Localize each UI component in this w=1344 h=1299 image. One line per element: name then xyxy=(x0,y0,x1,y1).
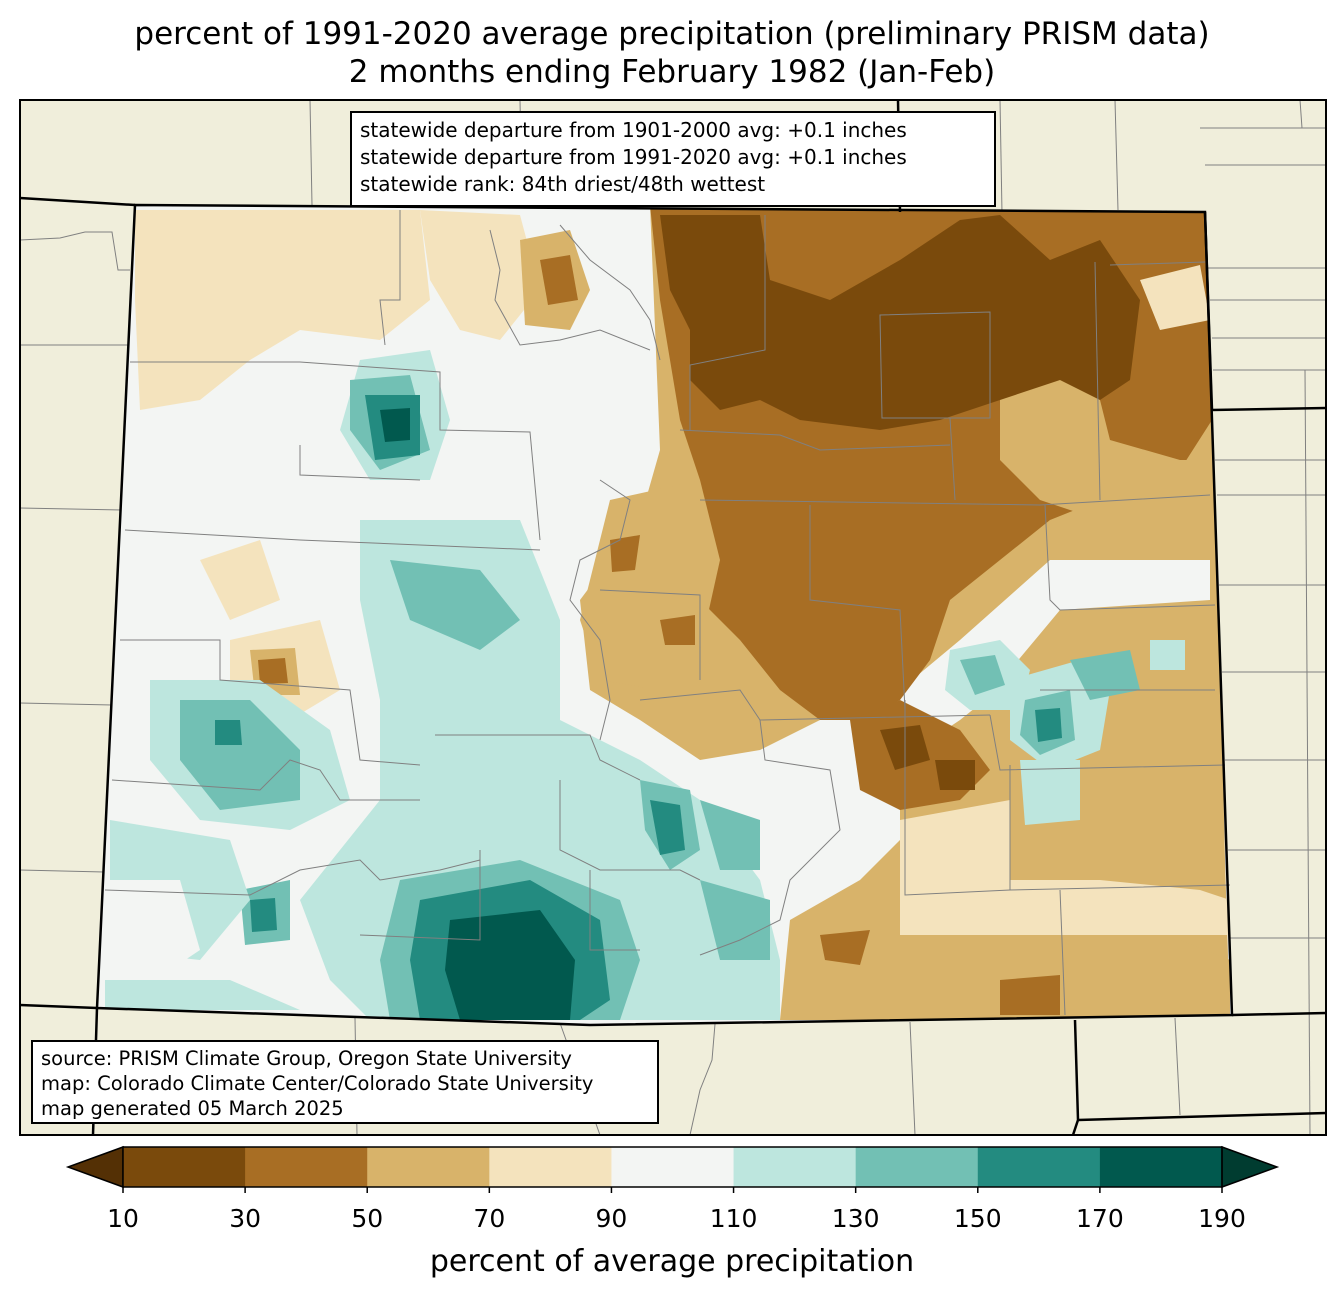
colorbar-segment xyxy=(245,1147,368,1187)
colorbar-tick-label: 110 xyxy=(709,1204,758,1233)
colorbar-tick-label: 10 xyxy=(107,1204,139,1233)
colorbar-label: percent of average precipitation xyxy=(429,1244,915,1279)
source-box: source: PRISM Climate Group, Oregon Stat… xyxy=(31,1040,659,1124)
colorbar-segment xyxy=(1099,1147,1223,1187)
source-line-3: map generated 05 March 2025 xyxy=(41,1097,344,1120)
colorbar-segment xyxy=(977,1147,1101,1187)
colorbar-tick-label: 90 xyxy=(595,1204,628,1233)
colorbar-tick-label: 170 xyxy=(1076,1204,1124,1233)
map-title-line2: 2 months ending February 1982 (Jan-Feb) xyxy=(348,54,996,90)
colorbar-tick-label: 190 xyxy=(1198,1204,1246,1233)
colorbar-tick-label: 150 xyxy=(953,1204,1002,1233)
neighbor-county-lines xyxy=(20,100,1326,1135)
stats-line-2: statewide departure from 1991-2020 avg: … xyxy=(360,145,907,169)
colorbar-tick-label: 30 xyxy=(229,1204,262,1233)
colorbar-tick-label: 70 xyxy=(473,1204,506,1233)
map-title-line1: percent of 1991-2020 average precipitati… xyxy=(134,16,1210,52)
colorbar-segment xyxy=(123,1147,246,1187)
colorbar-segment xyxy=(855,1147,979,1187)
precipitation-field xyxy=(97,205,1232,1025)
map-frame xyxy=(19,99,1327,1136)
colorbar-extend-low xyxy=(65,1145,124,1189)
county-lines xyxy=(104,210,1231,1016)
statewide-stats-box: statewide departure from 1901-2000 avg: … xyxy=(350,111,996,207)
colorbar-segment xyxy=(489,1147,612,1187)
colorbar xyxy=(65,1145,1280,1193)
stats-line-1: statewide departure from 1901-2000 avg: … xyxy=(360,118,907,142)
stats-line-3: statewide rank: 84th driest/48th wettest xyxy=(360,172,766,196)
colorbar-tick-label: 130 xyxy=(831,1204,880,1233)
source-line-1: source: PRISM Climate Group, Oregon Stat… xyxy=(41,1047,572,1070)
colorbar-tick-label: 50 xyxy=(351,1204,384,1233)
source-line-2: map: Colorado Climate Center/Colorado St… xyxy=(41,1072,594,1095)
colorbar-segment xyxy=(367,1147,490,1187)
colorbar-segment xyxy=(611,1147,735,1187)
colorbar-extend-high xyxy=(1221,1145,1280,1189)
colorbar-segment xyxy=(733,1147,857,1187)
